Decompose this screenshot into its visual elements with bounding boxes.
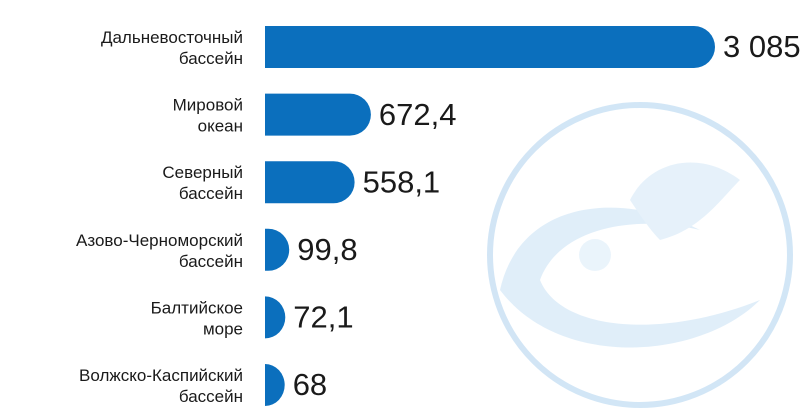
category-label: Волжско-Каспийский — [79, 366, 243, 385]
value-label: 3 085 — [723, 29, 801, 64]
logo-fish — [630, 163, 740, 240]
value-label: 99,8 — [297, 232, 357, 267]
logo-wave — [500, 208, 760, 348]
value-label: 558,1 — [363, 164, 441, 199]
bar — [265, 161, 355, 203]
bar — [265, 26, 715, 68]
category-label: Балтийское — [151, 298, 243, 317]
category-label: бассейн — [179, 184, 243, 203]
bar — [265, 296, 285, 338]
category-label: океан — [198, 117, 243, 136]
value-label: 68 — [293, 367, 327, 402]
decorative-logo — [490, 105, 790, 405]
bar — [265, 94, 371, 136]
chart: Дальневосточный бассейн 3 085 Мировой океан 6… — [0, 0, 801, 410]
category-label: Азово-Черноморский — [76, 231, 243, 250]
value-label: 672,4 — [379, 97, 457, 132]
category-label: Дальневосточный — [101, 28, 243, 47]
category-label: бассейн — [179, 387, 243, 406]
category-label: море — [203, 319, 243, 338]
category-label: Мировой — [173, 96, 243, 115]
logo-drop — [579, 239, 611, 271]
value-label: 72,1 — [293, 300, 353, 335]
category-label: бассейн — [179, 49, 243, 68]
category-label: бассейн — [179, 252, 243, 271]
bar — [265, 229, 289, 271]
category-label: Северный — [162, 163, 243, 182]
bar — [265, 364, 285, 406]
